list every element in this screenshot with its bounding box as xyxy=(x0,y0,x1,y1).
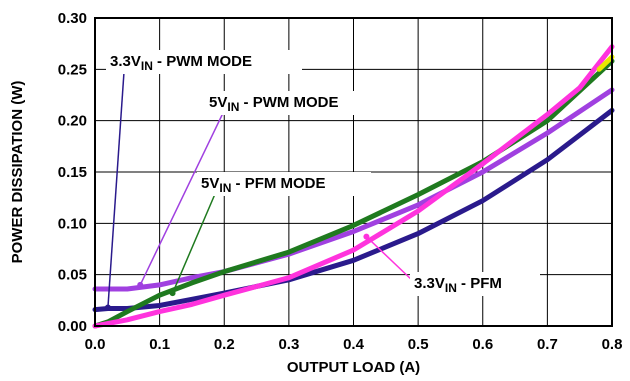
x-tick-label: 0.1 xyxy=(149,336,170,353)
y-tick-label: 0.30 xyxy=(58,10,87,27)
x-tick-label: 0.4 xyxy=(343,336,365,353)
annotation-arrow-2 xyxy=(171,193,216,294)
annotation-rest: - PWM MODE xyxy=(153,53,252,70)
annotation-sub: IN xyxy=(219,181,231,195)
x-tick-labels: 0.0 0.1 0.2 0.3 0.4 0.5 0.6 0.7 0.8 xyxy=(85,336,623,353)
annotation-rest: - PWM MODE xyxy=(239,94,338,111)
y-tick-label: 0.00 xyxy=(58,318,87,335)
annotation-sub: IN xyxy=(445,281,457,295)
plot-frame xyxy=(94,17,613,327)
annotation-base: 5V xyxy=(201,175,219,192)
x-tick-label: 0.8 xyxy=(602,336,623,353)
annotation-rest: - PFM MODE xyxy=(231,175,325,192)
annotation-rest: - PFM xyxy=(457,275,502,292)
annotation-sub: IN xyxy=(227,100,239,114)
annotation-label-1: 5VIN - PWM MODE xyxy=(209,94,339,114)
x-tick-label: 0.3 xyxy=(278,336,299,353)
y-tick-label: 0.05 xyxy=(58,267,87,284)
y-tick-label: 0.20 xyxy=(58,113,87,130)
x-tick-label: 0.6 xyxy=(472,336,493,353)
x-axis-label: OUTPUT LOAD (A) xyxy=(287,359,420,376)
y-tick-label: 0.25 xyxy=(58,61,87,78)
annotation-arrowhead-0 xyxy=(104,304,111,311)
annotation-bg-2 xyxy=(197,172,371,196)
annotation-bg-3 xyxy=(410,272,540,296)
annotation-base: 3.3V xyxy=(414,275,445,292)
annotation-label-2: 5VIN - PFM MODE xyxy=(201,175,326,195)
annotation-label-0: 3.3VIN - PWM MODE xyxy=(110,53,252,73)
annotation-arrowhead-3 xyxy=(363,233,370,240)
annotation-bg-1 xyxy=(205,91,383,115)
annotation-label-3: 3.3VIN - PFM xyxy=(414,275,502,295)
y-tick-label: 0.10 xyxy=(58,215,87,232)
annotation-arrow-0 xyxy=(107,71,125,308)
series-line-4 xyxy=(596,54,615,72)
y-axis-label: POWER DISSIPATION (W) xyxy=(9,81,26,264)
series-line-3 xyxy=(92,44,615,329)
annotation-base: 5V xyxy=(209,94,227,111)
y-tick-label: 0.15 xyxy=(58,164,87,181)
y-tick-labels: 0.00 0.05 0.10 0.15 0.20 0.25 0.30 xyxy=(58,10,87,335)
x-tick-label: 0.2 xyxy=(214,336,235,353)
annotation-arrow-1 xyxy=(139,112,224,286)
x-tick-label: 0.0 xyxy=(85,336,106,353)
annotation-arrowhead-2 xyxy=(169,290,176,297)
annotation-arrow-3 xyxy=(365,236,415,283)
annotation-bg-0 xyxy=(106,50,302,74)
annotation-sub: IN xyxy=(141,59,153,73)
series-layer xyxy=(92,44,615,329)
annotation-arrowhead-1 xyxy=(137,281,144,288)
x-tick-label: 0.5 xyxy=(408,336,429,353)
x-tick-label: 0.7 xyxy=(537,336,558,353)
annotation-base: 3.3V xyxy=(110,53,141,70)
